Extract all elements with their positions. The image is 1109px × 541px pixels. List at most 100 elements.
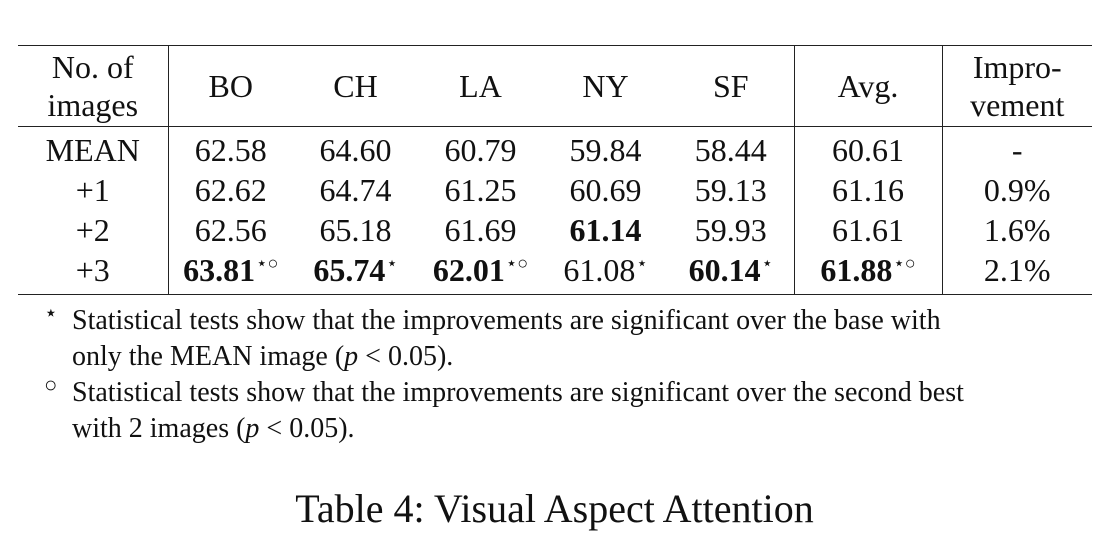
cell-sf: 59.13 xyxy=(668,170,795,210)
row-label: MEAN xyxy=(18,126,169,170)
cell-bo: 62.58 xyxy=(168,127,293,171)
footnote-text: ). xyxy=(338,413,355,444)
significance-marker: ⋆○ xyxy=(893,253,916,273)
footnote-line: with 2 images (p < 0.05). xyxy=(72,411,1100,447)
cell-value: 62.58 xyxy=(194,132,267,168)
star-marker-icon: ⋆ xyxy=(44,300,58,325)
cell-improvement: 1.6% xyxy=(983,212,1051,248)
cell-value: 65.18 xyxy=(319,212,392,248)
table-row-mean: MEAN 62.58 64.60 60.79 59.84 58.44 60.61… xyxy=(18,126,1092,171)
row-label: +2 xyxy=(18,210,169,250)
row-label: +3 xyxy=(18,250,169,295)
cell-la: 62.01⋆○ xyxy=(418,250,543,295)
cell-improvement: 0.9% xyxy=(983,172,1051,208)
cell-bo: 62.56 xyxy=(168,210,293,250)
header-ch: CH xyxy=(293,45,418,127)
cell-sf: 58.44 xyxy=(668,126,795,170)
cell-la: 61.69 xyxy=(418,210,543,250)
p-variable: p xyxy=(245,413,260,444)
cell-ny: 61.08⋆ xyxy=(543,250,668,295)
header-no-of-images-line1: No. of xyxy=(51,49,134,85)
footnote-line: Statistical tests show that the improvem… xyxy=(72,377,964,408)
table-header: No. of images BO CH LA NY SF Avg. Impro-… xyxy=(18,45,1092,127)
header-sf: SF xyxy=(668,45,795,127)
cell-avg: 61.16 xyxy=(794,170,943,210)
cell-value-best: 60.14 xyxy=(688,252,761,288)
cell-value: 60.79 xyxy=(444,132,517,168)
cell-value: 62.56 xyxy=(194,212,267,248)
results-table-container: No. of images BO CH LA NY SF Avg. Impro-… xyxy=(18,45,1092,295)
cell-value: 61.25 xyxy=(444,172,517,208)
header-improvement-line1: Impro- xyxy=(972,49,1062,85)
cell-bo: 62.62 xyxy=(168,170,293,210)
cell-value: 60.61 xyxy=(832,132,904,168)
cell-value: 64.60 xyxy=(319,132,392,168)
cell-value-best: 61.14 xyxy=(569,212,642,248)
cell-value: 64.74 xyxy=(319,172,392,208)
cell-ny: 60.69 xyxy=(543,170,668,210)
header-improvement: Impro- vement xyxy=(942,45,1092,127)
cell-improvement: 2.1% xyxy=(983,252,1051,288)
cell-sf: 60.14⋆ xyxy=(668,250,795,295)
cell-value: 59.13 xyxy=(694,172,767,208)
cell-ch: 65.74⋆ xyxy=(293,250,418,295)
footnote-circle: ○ Statistical tests show that the improv… xyxy=(40,372,1100,447)
footnote-line: only the MEAN image (p < 0.05). xyxy=(72,339,1100,375)
cell-avg: 61.88⋆○ xyxy=(794,250,943,295)
cell-ch: 64.60 xyxy=(293,127,418,171)
cell-value: 59.84 xyxy=(569,132,642,168)
cell-ch: 65.18 xyxy=(293,210,418,250)
cell-bo: 63.81⋆○ xyxy=(168,250,293,295)
p-variable: p xyxy=(344,341,359,372)
significance-marker: ⋆○ xyxy=(256,253,279,273)
cell-la: 60.79 xyxy=(418,127,543,171)
cell-value: 61.16 xyxy=(832,172,904,208)
cell-value: 62.62 xyxy=(194,172,267,208)
table-body: MEAN 62.58 64.60 60.79 59.84 58.44 60.61… xyxy=(18,126,1092,295)
results-table: No. of images BO CH LA NY SF Avg. Impro-… xyxy=(18,45,1092,295)
cell-value-best: 65.74 xyxy=(313,252,386,288)
cell-la: 61.25 xyxy=(418,170,543,210)
p-threshold: < 0.05 xyxy=(259,413,339,444)
cell-ch: 64.74 xyxy=(293,170,418,210)
row-label: +1 xyxy=(18,170,169,210)
cell-value: 61.69 xyxy=(444,212,517,248)
cell-value-best: 62.01 xyxy=(432,252,505,288)
footnote-text: ). xyxy=(436,341,454,372)
header-avg: Avg. xyxy=(794,45,943,127)
significance-marker: ⋆ xyxy=(761,253,773,273)
header-row: No. of images BO CH LA NY SF Avg. Impro-… xyxy=(18,45,1092,127)
significance-marker: ⋆○ xyxy=(505,253,529,273)
cell-value: 61.08 xyxy=(563,252,636,288)
header-no-of-images-line2: images xyxy=(47,87,139,123)
table-row-plus2: +2 62.56 65.18 61.69 61.14 59.93 61.61 1… xyxy=(18,210,1092,250)
cell-ny: 61.14 xyxy=(543,210,668,250)
significance-marker: ⋆ xyxy=(636,253,648,273)
header-improvement-line2: vement xyxy=(970,87,1065,123)
table-row-plus3: +3 63.81⋆○ 65.74⋆ 62.01⋆○ 61.08⋆ 60.14⋆ … xyxy=(18,250,1092,295)
cell-value: 58.44 xyxy=(694,132,767,168)
header-bo: BO xyxy=(168,45,293,127)
cell-improvement: - xyxy=(1011,132,1023,168)
cell-value: 61.61 xyxy=(832,212,904,248)
cell-value-best: 63.81 xyxy=(183,252,256,288)
footnote-star: ⋆ Statistical tests show that the improv… xyxy=(40,300,1100,375)
cell-sf: 59.93 xyxy=(668,210,795,250)
circle-marker-icon: ○ xyxy=(44,372,58,397)
cell-value-best: 61.88 xyxy=(820,252,893,288)
footnote-text: with 2 images ( xyxy=(72,413,246,444)
header-no-of-images: No. of images xyxy=(18,45,169,127)
table-footnotes: ⋆ Statistical tests show that the improv… xyxy=(40,300,1100,447)
p-threshold: < 0.05 xyxy=(358,341,437,372)
cell-ny: 59.84 xyxy=(543,127,668,171)
table-row-plus1: +1 62.62 64.74 61.25 60.69 59.13 61.16 0… xyxy=(18,170,1092,210)
cell-avg: 61.61 xyxy=(794,210,943,250)
cell-avg: 60.61 xyxy=(794,126,943,170)
table-caption: Table 4: Visual Aspect Attention xyxy=(295,486,814,531)
header-la: LA xyxy=(418,45,543,127)
cell-value: 60.69 xyxy=(569,172,642,208)
footnote-text: only the MEAN image ( xyxy=(72,341,345,372)
significance-marker: ⋆ xyxy=(386,253,398,273)
header-ny: NY xyxy=(543,45,668,127)
cell-value: 59.93 xyxy=(694,212,767,248)
